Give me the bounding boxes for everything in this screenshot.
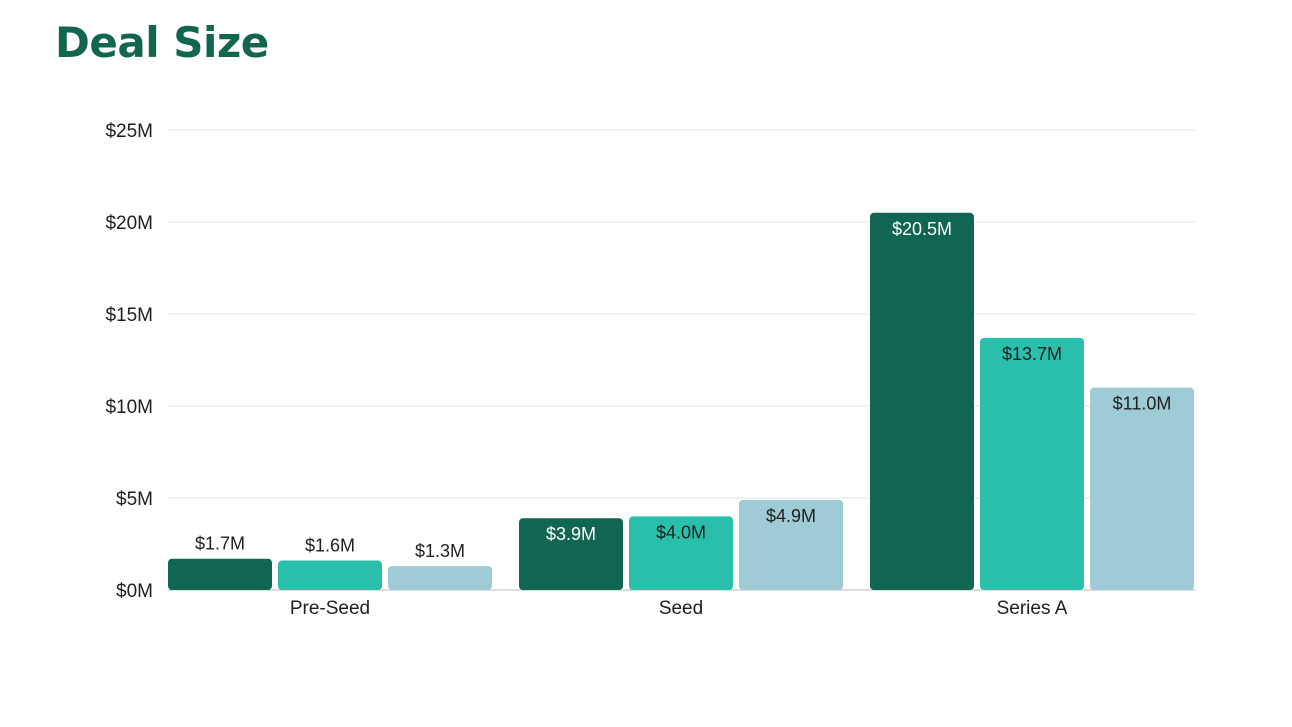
y-tick-label: $20M bbox=[105, 213, 153, 234]
y-tick-label: $0M bbox=[116, 581, 153, 602]
y-tick-label: $10M bbox=[105, 397, 153, 418]
y-axis-ticks: $0M $5M $10M $15M $20M $25M bbox=[105, 121, 153, 602]
bar-pre-seed-1 bbox=[168, 558, 272, 590]
x-category-label: Pre-Seed bbox=[290, 598, 370, 619]
data-label: $20.5M bbox=[892, 219, 952, 239]
x-axis-categories: Pre-Seed Seed Series A bbox=[290, 598, 1068, 619]
data-label: $1.3M bbox=[415, 541, 465, 561]
data-label: $11.0M bbox=[1113, 394, 1172, 414]
bar-series-a-2 bbox=[980, 337, 1084, 590]
y-tick-label: $15M bbox=[105, 305, 153, 326]
data-label: $4.9M bbox=[766, 506, 816, 526]
x-category-label: Seed bbox=[659, 598, 703, 619]
data-label: $4.0M bbox=[656, 522, 706, 542]
bar-seed-3 bbox=[739, 499, 843, 590]
data-label: $3.9M bbox=[546, 524, 596, 544]
data-label: $1.7M bbox=[195, 534, 245, 554]
bar-pre-seed-2 bbox=[278, 560, 382, 590]
page-title: Deal Size bbox=[55, 18, 269, 67]
data-labels: $1.7M $1.6M $1.3M $3.9M $4.0M $4.9M $20.5M $13.… bbox=[195, 219, 1171, 561]
bar-seed-2 bbox=[629, 516, 733, 590]
bar-series-a-3 bbox=[1090, 387, 1194, 590]
bars bbox=[168, 212, 1194, 591]
bar-series-a-1 bbox=[870, 212, 974, 591]
bar-seed-1 bbox=[519, 518, 623, 590]
y-tick-label: $5M bbox=[116, 489, 153, 510]
y-tick-label: $25M bbox=[105, 121, 153, 142]
data-label: $1.6M bbox=[305, 536, 355, 556]
x-category-label: Series A bbox=[997, 598, 1068, 619]
bar-pre-seed-3 bbox=[388, 566, 492, 590]
data-label: $13.7M bbox=[1002, 344, 1062, 364]
